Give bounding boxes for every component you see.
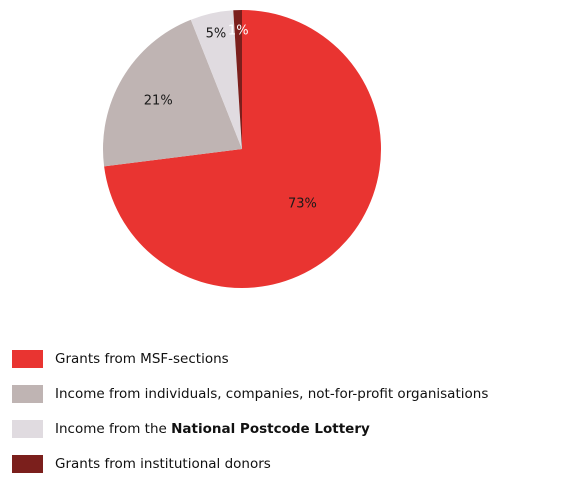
legend-label-postcode-lottery: Income from the National Postcode Lotter…	[55, 421, 370, 437]
pie-chart: 73% 21% 5% 1%	[103, 10, 381, 288]
legend-item-institutional-donors: Grants from institutional donors	[12, 455, 488, 473]
legend-swatch-individuals	[12, 385, 43, 403]
legend-label-institutional-donors: Grants from institutional donors	[55, 456, 271, 472]
legend-item-individuals: Income from individuals, companies, not-…	[12, 385, 488, 403]
legend-swatch-postcode-lottery	[12, 420, 43, 438]
legend-label-individuals: Income from individuals, companies, not-…	[55, 386, 489, 402]
legend-label-msf-sections: Grants from MSF-sections	[55, 351, 229, 367]
pie-slice	[233, 10, 242, 149]
legend-item-postcode-lottery: Income from the National Postcode Lotter…	[12, 420, 488, 438]
legend-swatch-msf-sections	[12, 350, 43, 368]
pie-slice	[103, 19, 242, 167]
legend-label-postcode-lottery-prefix: Income from the	[55, 421, 172, 437]
slice-label: 73%	[288, 196, 317, 211]
slice-label: 1%	[228, 24, 249, 39]
slice-label: 21%	[144, 93, 173, 108]
legend-item-msf-sections: Grants from MSF-sections	[12, 350, 488, 368]
pie-slice	[190, 10, 242, 149]
legend-swatch-institutional-donors	[12, 455, 43, 473]
slice-label: 5%	[206, 26, 227, 41]
legend-label-postcode-lottery-bold: National Postcode Lottery	[171, 421, 370, 437]
legend: Grants from MSF-sections Income from ind…	[12, 350, 488, 490]
pie-slice	[104, 10, 381, 288]
